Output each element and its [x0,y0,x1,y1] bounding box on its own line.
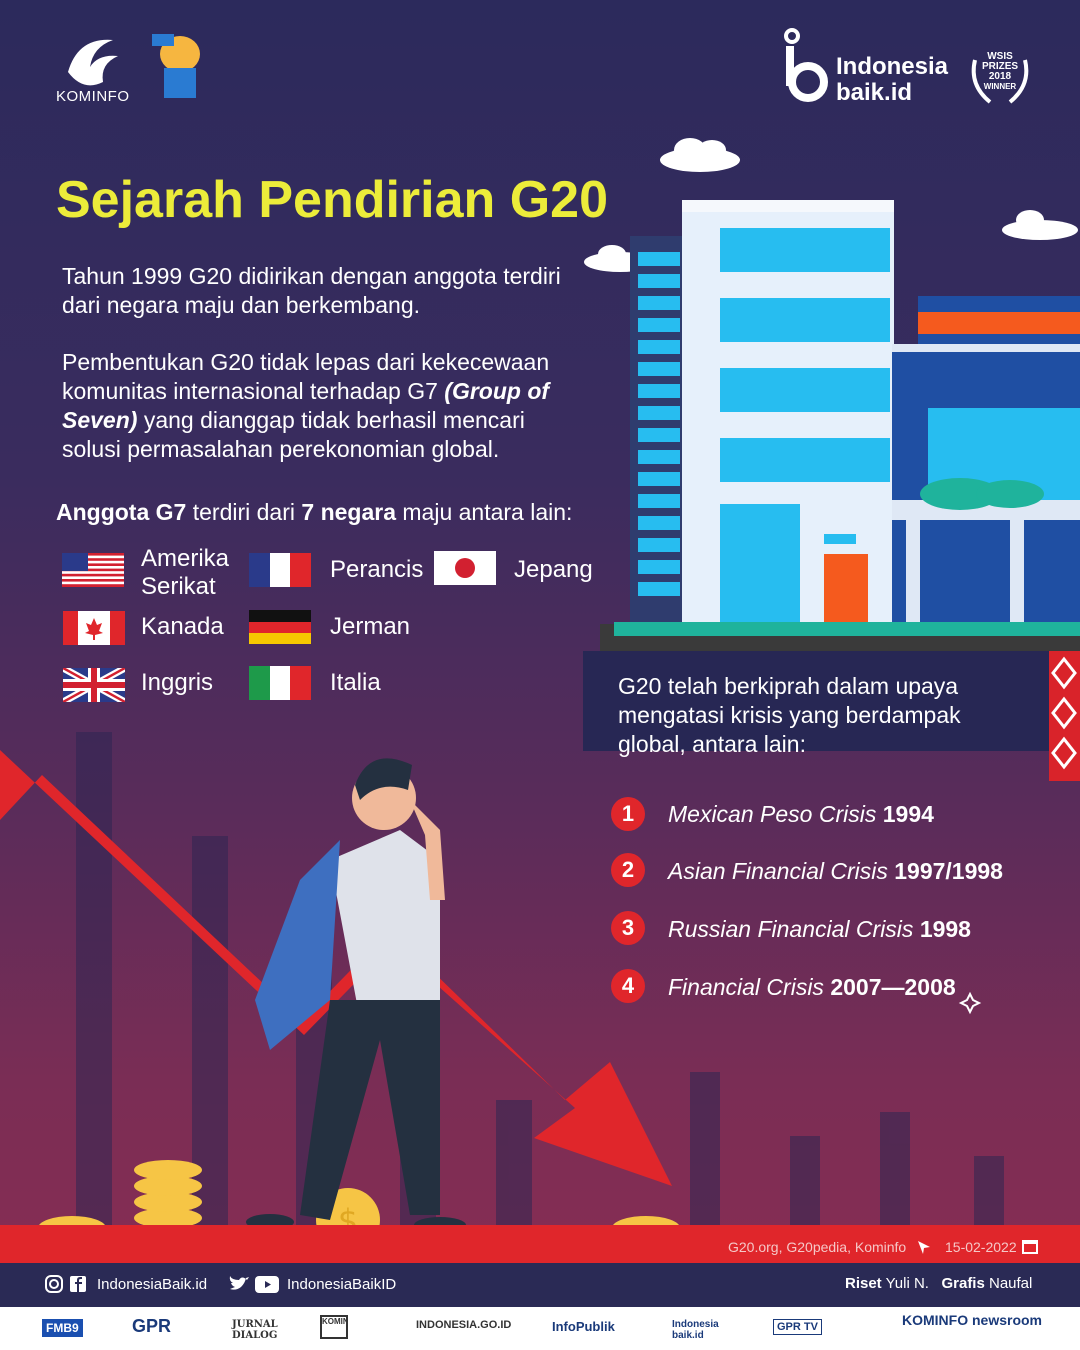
crisis-item: Mexican Peso Crisis 1994 [668,801,934,828]
floor-strip [0,1225,1080,1263]
crisis-info-box [583,651,1049,751]
award-line4: WINNER [983,82,1017,91]
award-line2: PRIZES [981,61,1019,72]
social-handle-site[interactable]: IndonesiaBaik.id [97,1276,208,1293]
youtube-icon[interactable] [255,1276,279,1293]
sparkle-icon [958,991,982,1015]
indonesia-baik-logo [784,28,828,102]
brand-line2: baik.id [836,79,913,106]
grafis-name: Naufal [989,1275,1033,1292]
crisis-item: Financial Crisis 2007—2008 [668,974,956,1001]
crisis-number: 3 [611,911,645,945]
facebook-icon[interactable] [68,1274,88,1294]
country-germany: Jerman [330,613,411,640]
kominfo-label: KOMINFO [56,88,130,105]
calendar-icon [1022,1240,1038,1254]
crisis-number: 2 [611,853,645,887]
g7-intro-end: maju antara lain: [396,499,573,525]
riset-label: Riset [845,1275,882,1292]
crisis-year: 1998 [919,916,971,942]
partner-indonesia-baik: Indonesia baik.id [672,1319,719,1341]
grafis-label: Grafis [941,1275,985,1292]
country-uk: Inggris [141,669,214,696]
g7-intro-bold2: 7 negara [301,499,396,525]
country-italy: Italia [330,669,381,696]
g7-paragraph-emphasis: (Group of Seven) [62,378,550,433]
germany-flag-icon [249,610,311,644]
credits: Riset Yuli N. Grafis Naufal [845,1275,1032,1292]
publish-date: 15-02-2022 [945,1239,1017,1255]
usa-flag-icon [62,553,124,587]
partner-gpr-tv: GPR TV [773,1319,822,1335]
award-line3: 2018 [988,71,1012,82]
g7-intro-mid: terdiri dari [186,499,302,525]
crisis-number: 4 [611,969,645,1003]
instagram-icon[interactable] [44,1274,64,1294]
crisis-year: 1994 [882,801,934,827]
page-title: Sejarah Pendirian G20 [56,171,609,229]
award-line1: WSIS [987,51,1013,62]
canada-flag-icon [63,611,125,645]
crisis-name: Financial Crisis [668,974,824,1000]
stressed-man-illustration [246,758,466,1233]
social-handle-id[interactable]: IndonesiaBaikID [287,1276,397,1293]
partner-jurnal-dialog: JURNAL DIALOG [232,1319,278,1341]
partner-fmb9: FMB9 [42,1319,83,1337]
crisis-name: Russian Financial Crisis [668,916,914,942]
crisis-item: Asian Financial Crisis 1997/1998 [668,858,1003,885]
partner-gpr: GPR [132,1316,172,1336]
crisis-intro: G20 telah berkiprah dalam upaya mengatas… [618,673,961,757]
g7-intro-bold1: Anggota G7 [56,499,187,525]
partner-bar [0,1307,1080,1350]
partner-indonesia-go-id: INDONESIA.GO.ID [416,1319,512,1331]
crisis-number: 1 [611,797,645,831]
brand-name: Indonesia baik.id [836,54,948,106]
partner-kominfo-box: KOMINFO [320,1315,348,1339]
crisis-year: 1997/1998 [894,858,1003,884]
france-flag-icon [249,553,311,587]
partner-infopublik: InfoPublik [552,1319,615,1334]
riset-name: Yuli N. [885,1275,929,1292]
twitter-icon[interactable] [228,1275,250,1293]
crisis-name: Mexican Peso Crisis [668,801,877,827]
intro-paragraph: Tahun 1999 G20 didirikan dengan anggota … [62,263,561,318]
pin-icon [918,1241,930,1254]
country-japan: Jepang [514,556,593,583]
italy-flag-icon [249,666,311,700]
social-bar [0,1263,1080,1307]
g7-intro: Anggota G7 terdiri dari 7 negara maju an… [56,499,572,526]
country-canada: Kanada [141,613,224,640]
mascot-icon [152,34,200,98]
g7-paragraph: Pembentukan G20 tidak lepas dari kekecew… [62,348,582,464]
japan-flag-icon [434,551,496,585]
crisis-item: Russian Financial Crisis 1998 [668,916,971,943]
country-france: Perancis [330,556,424,583]
uk-flag-icon [63,668,125,702]
building-illustration [600,200,1080,652]
down-arrow-icon [0,750,672,1186]
brand-line1: Indonesia [836,53,949,80]
partner-kominfo-newsroom: KOMINFO newsroom [902,1312,1043,1328]
source-credit: G20.org, G20pedia, Kominfo [728,1239,907,1255]
ornament-icon [1049,651,1080,781]
crisis-year: 2007—2008 [830,974,956,1000]
wsis-award: WSIS PRIZES 2018 WINNER [978,52,1022,92]
country-usa: Amerika Serikat [141,545,230,600]
crisis-name: Asian Financial Crisis [668,858,888,884]
g7-paragraph-text-end: yang dianggap tidak berhasil mencari sol… [62,407,525,462]
g7-paragraph-text: Pembentukan G20 tidak lepas dari kekecew… [62,349,550,404]
wsis-laurel-icon [971,59,1029,104]
kominfo-logo [68,39,118,86]
